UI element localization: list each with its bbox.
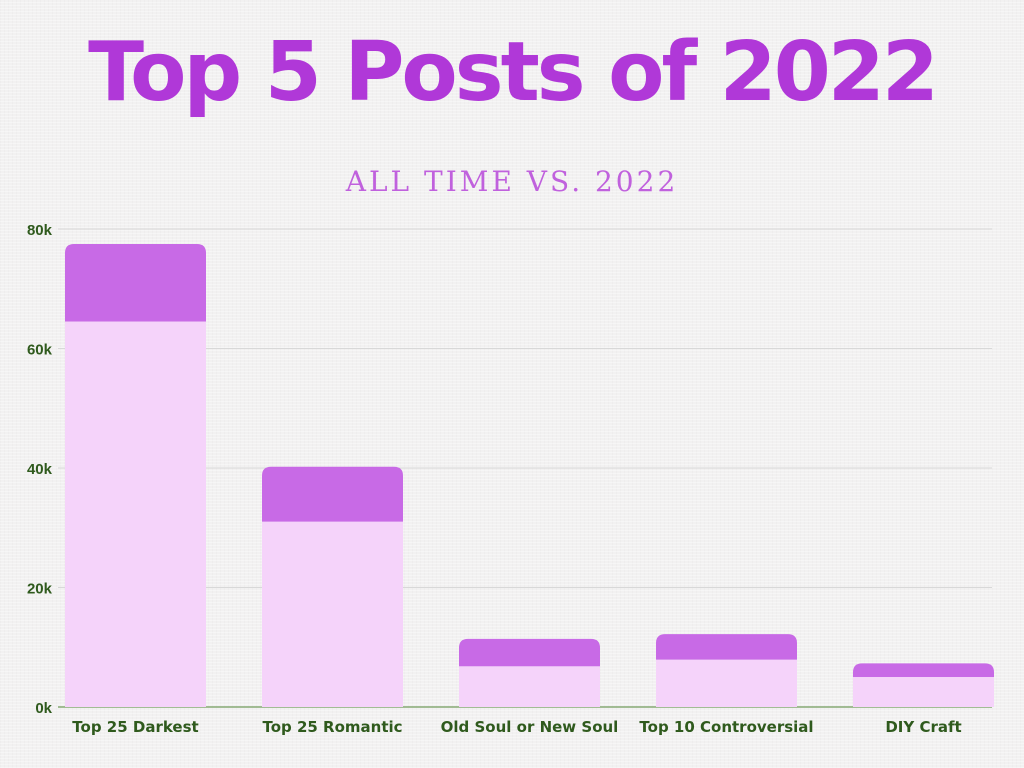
bar-all-time-2 — [459, 638, 600, 667]
y-tick-label: 80k — [27, 222, 53, 239]
x-axis-labels: Top 25 Darkest Top 25 Romantic Old Soul or… — [72, 718, 961, 736]
bar-2022-0 — [65, 321, 206, 707]
y-axis-ticks: 0k 20k 40k 60k 80k — [27, 222, 53, 717]
bars — [65, 243, 994, 707]
bar-2022-2 — [459, 666, 600, 707]
bar-all-time-4 — [853, 663, 994, 678]
gridlines — [58, 228, 992, 708]
y-tick-label: 60k — [27, 342, 53, 359]
bar-all-time-3 — [656, 634, 797, 660]
x-category-label: Top 10 Controversial — [639, 718, 813, 736]
y-tick-label: 40k — [27, 461, 53, 478]
page-title: Top 5 Posts of 2022 — [88, 25, 939, 120]
bar-all-time-1 — [262, 466, 403, 522]
x-category-label: Top 25 Darkest — [72, 718, 198, 736]
x-category-label: Old Soul or New Soul — [441, 718, 619, 736]
bar-2022-4 — [853, 677, 994, 707]
x-category-label: DIY Craft — [885, 718, 961, 736]
y-tick-label: 0k — [35, 700, 52, 717]
bar-2022-1 — [262, 521, 403, 707]
x-category-label: Top 25 Romantic — [262, 718, 402, 736]
y-tick-label: 20k — [27, 581, 53, 598]
chart-subtitle: ALL TIME VS. 2022 — [345, 165, 679, 198]
bar-all-time-0 — [65, 243, 206, 322]
bar-2022-3 — [656, 659, 797, 707]
